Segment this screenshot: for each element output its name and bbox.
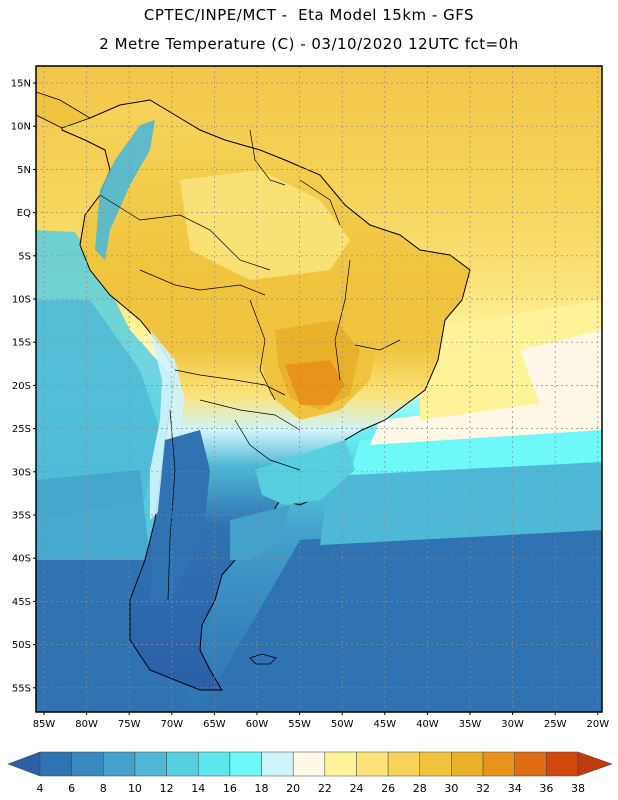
lat-tick-label: 35S [12, 511, 31, 522]
lat-tick-label: 5N [17, 165, 31, 176]
colorbar-swatch [419, 751, 452, 777]
colorbar-swatch [261, 751, 294, 777]
lat-tick-label: 55S [12, 683, 31, 694]
lat-tick-label: 15N [11, 79, 31, 90]
lon-tick-label: 80W [75, 719, 98, 730]
lat-tick-label: 40S [12, 554, 31, 565]
lon-tick-label: 50W [331, 719, 354, 730]
colorbar-swatch [103, 751, 136, 777]
colorbar-swatch [134, 751, 167, 777]
colorbar-swatch [39, 751, 72, 777]
colorbar-tick-label: 12 [160, 782, 174, 795]
colorbar-swatch [166, 751, 199, 777]
lon-tick-label: 85W [33, 719, 56, 730]
colorbar-arrow-left [7, 751, 41, 777]
colorbar-swatch [482, 751, 515, 777]
colorbar-tick-label: 4 [37, 782, 44, 795]
latitude-axis: 15N 10N 5N EQ 5S 10S 15S 20S 25S 30S 35S 40S 45S 50S 5… [11, 79, 36, 694]
colorbar-swatch [324, 751, 357, 777]
colorbar-tick-label: 10 [128, 782, 142, 795]
lon-tick-label: 60W [246, 719, 269, 730]
colorbar-swatch [197, 751, 231, 777]
colorbar-tick-label: 26 [381, 782, 395, 795]
colorbar-tick-label: 24 [349, 782, 363, 795]
lat-tick-label: 45S [12, 597, 31, 608]
colorbar-tick-label: 22 [318, 782, 332, 795]
colorbar-swatch [451, 751, 484, 777]
lon-tick-label: 25W [544, 719, 567, 730]
chart-title: CPTEC/INPE/MCT - Eta Model 15km - GFS [143, 6, 475, 24]
colorbar-tick-label: 30 [444, 782, 458, 795]
lon-tick-label: 35W [459, 719, 482, 730]
colorbar-swatch [546, 751, 579, 777]
colorbar-tick-label: 32 [476, 782, 490, 795]
lat-tick-label: 10S [12, 295, 31, 306]
lon-tick-label: 40W [416, 719, 439, 730]
colorbar-swatch [356, 751, 389, 777]
colorbar-swatch [71, 751, 104, 777]
colorbar-tick-label: 14 [191, 782, 205, 795]
colorbar-tick-label: 8 [100, 782, 107, 795]
lat-tick-label: 5S [18, 251, 31, 262]
lon-tick-label: 45W [373, 719, 396, 730]
lat-tick-label: 30S [12, 467, 31, 478]
colorbar: 4 6 8 10 12 14 16 18 20 22 24 26 28 30 32 34 36 38 [7, 751, 613, 795]
colorbar-tick-label: 36 [539, 782, 553, 795]
lat-tick-label: 50S [12, 640, 31, 651]
colorbar-tick-label: 34 [508, 782, 522, 795]
colorbar-tick-label: 16 [223, 782, 237, 795]
lon-tick-label: 20W [586, 719, 609, 730]
lon-tick-label: 70W [160, 719, 183, 730]
colorbar-tick-label: 18 [255, 782, 269, 795]
colorbar-tick-label: 28 [413, 782, 427, 795]
colorbar-tick-label: 20 [286, 782, 300, 795]
chart-subtitle: 2 Metre Temperature (C) - 03/10/2020 12U… [99, 35, 519, 53]
lat-tick-label: 25S [12, 424, 31, 435]
colorbar-swatch [292, 751, 326, 777]
map-frame [35, 65, 603, 713]
lat-tick-label: 10N [11, 122, 31, 133]
lon-tick-label: 65W [203, 719, 226, 730]
colorbar-arrow-right [577, 751, 613, 777]
colorbar-swatch [229, 751, 262, 777]
lon-tick-label: 55W [288, 719, 311, 730]
lat-tick-label: EQ [17, 208, 31, 219]
colorbar-swatch [387, 751, 421, 777]
lat-tick-label: 15S [12, 338, 31, 349]
lat-tick-label: 20S [12, 381, 31, 392]
longitude-axis: 85W 80W 75W 70W 65W 60W 55W 50W 45W 40W 35W 30W 25W 2… [33, 712, 609, 730]
lon-tick-label: 30W [501, 719, 524, 730]
colorbar-swatch [514, 751, 547, 777]
colorbar-tick-label: 38 [571, 782, 585, 795]
colorbar-tick-label: 6 [68, 782, 75, 795]
graticule [36, 66, 602, 712]
lon-tick-label: 75W [118, 719, 141, 730]
